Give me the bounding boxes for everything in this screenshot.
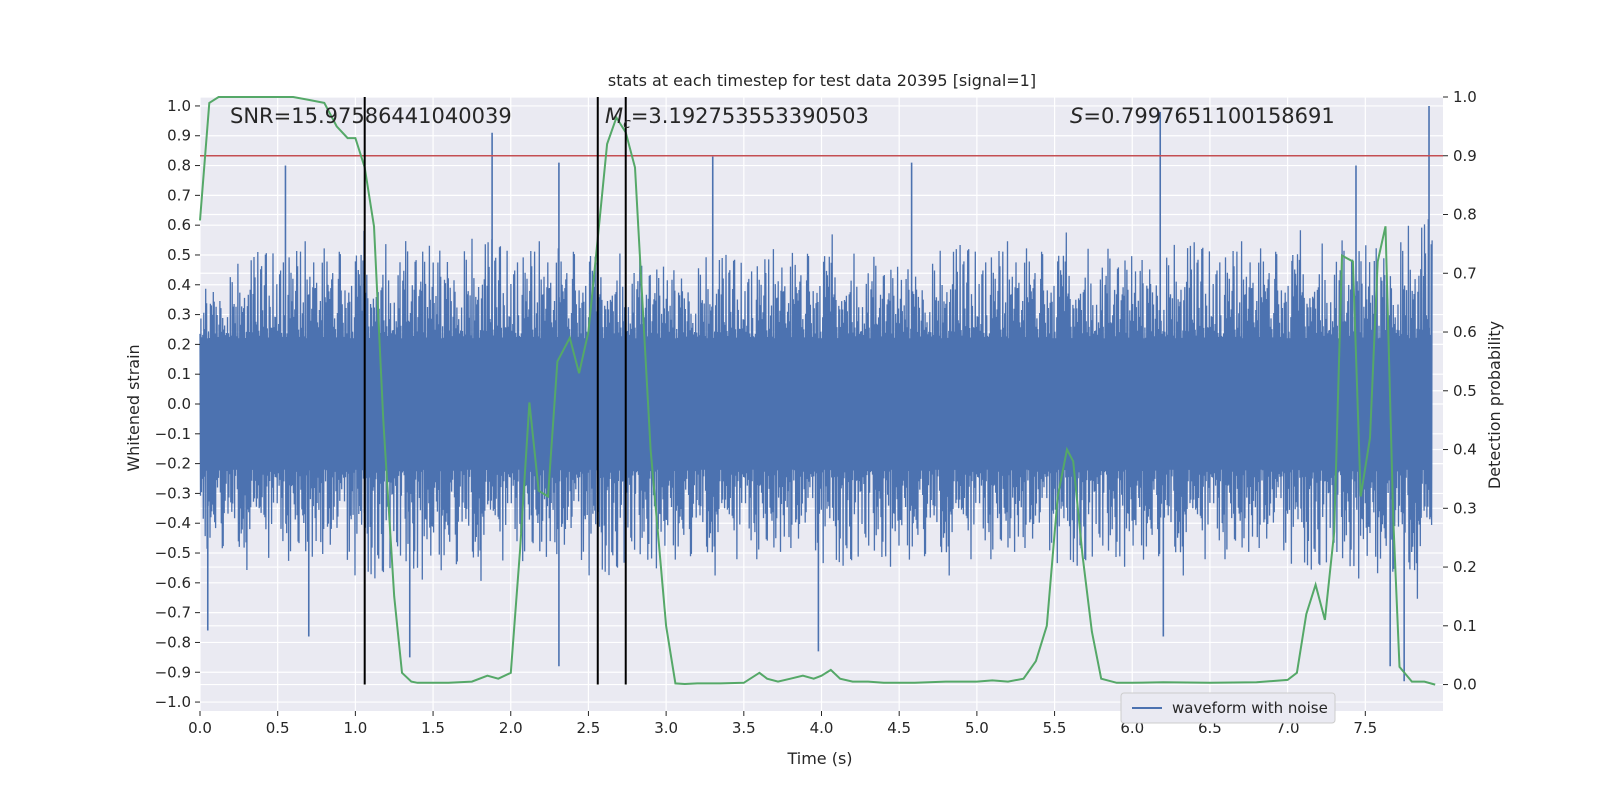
x-tick-label: 1.5 bbox=[421, 719, 445, 737]
legend-box bbox=[1120, 692, 1336, 724]
s-value: =0.7997651100158691 bbox=[1083, 104, 1334, 128]
y-left-tick-label: −1.0 bbox=[155, 693, 191, 711]
waveform-core-band bbox=[200, 338, 1433, 470]
left-axis-label: Whitened strain bbox=[124, 344, 143, 471]
x-tick-label: 3.0 bbox=[654, 719, 678, 737]
y-right-tick-label: 0.6 bbox=[1453, 323, 1477, 341]
y-left-tick-label: 0.7 bbox=[167, 186, 191, 204]
y-right-tick-label: 1.0 bbox=[1453, 88, 1477, 106]
snr-annotation: SNR=15.97586441040039 bbox=[230, 104, 512, 128]
y-left-tick-label: 0.1 bbox=[167, 365, 191, 383]
x-tick-label: 5.0 bbox=[965, 719, 989, 737]
right-axis-label: Detection probability bbox=[1485, 321, 1504, 489]
y-left-tick-label: 0.5 bbox=[167, 246, 191, 264]
s-symbol: S bbox=[1070, 104, 1083, 128]
x-tick-label: 4.5 bbox=[887, 719, 911, 737]
y-left-tick-label: 0.6 bbox=[167, 216, 191, 234]
chirp-mass-symbol: M bbox=[605, 104, 623, 128]
x-tick-label: 3.5 bbox=[732, 719, 756, 737]
y-left-tick-label: 0.4 bbox=[167, 276, 191, 294]
waveform-series bbox=[199, 105, 1433, 682]
x-tick-label: 2.5 bbox=[577, 719, 601, 737]
y-right-tick-label: 0.0 bbox=[1453, 676, 1477, 694]
y-left-tick-label: 0.3 bbox=[167, 306, 191, 324]
y-left-tick-label: −0.2 bbox=[155, 455, 191, 473]
y-left-tick-label: −0.7 bbox=[155, 604, 191, 622]
y-left-tick-label: −0.9 bbox=[155, 663, 191, 681]
y-right-tick-label: 0.3 bbox=[1453, 499, 1477, 517]
chirp-mass-subscript: c bbox=[623, 116, 631, 132]
y-left-tick-label: 0.8 bbox=[167, 157, 191, 175]
left-axis-ticks: 1.0 0.9 0.8 0.7 0.6 0.5 0.4 0.3 0.2 0.1 0.0 −0.1 −0.… bbox=[155, 97, 200, 711]
x-axis-label: Time (s) bbox=[786, 749, 852, 768]
y-right-tick-label: 0.9 bbox=[1453, 147, 1477, 165]
y-right-tick-label: 0.2 bbox=[1453, 558, 1477, 576]
y-left-tick-label: 0.2 bbox=[167, 335, 191, 353]
x-tick-label: 0.0 bbox=[188, 719, 212, 737]
legend: waveform with noise bbox=[1120, 692, 1336, 724]
chirp-mass-value: =3.192753553390503 bbox=[631, 104, 869, 128]
y-right-tick-label: 0.8 bbox=[1453, 206, 1477, 224]
s-annotation: S=0.7997651100158691 bbox=[1070, 104, 1335, 128]
x-tick-label: 0.5 bbox=[266, 719, 290, 737]
y-left-tick-label: −0.3 bbox=[155, 484, 191, 502]
chirp-mass-annotation: Mc=3.192753553390503 bbox=[605, 104, 869, 132]
x-tick-label: 2.0 bbox=[499, 719, 523, 737]
legend-label: waveform with noise bbox=[1172, 699, 1328, 717]
y-left-tick-label: −0.6 bbox=[155, 574, 191, 592]
y-right-tick-label: 0.7 bbox=[1453, 264, 1477, 282]
right-axis-ticks: 1.0 0.9 0.8 0.7 0.6 0.5 0.4 0.3 0.2 0.1 0.0 bbox=[1443, 88, 1477, 694]
y-left-tick-label: −0.4 bbox=[155, 514, 191, 532]
x-tick-label: 4.0 bbox=[810, 719, 834, 737]
y-left-tick-label: 0.9 bbox=[167, 127, 191, 145]
y-right-tick-label: 0.5 bbox=[1453, 382, 1477, 400]
x-tick-label: 1.0 bbox=[343, 719, 367, 737]
x-tick-label: 7.5 bbox=[1353, 719, 1377, 737]
y-left-tick-label: −0.8 bbox=[155, 633, 191, 651]
chart-title: stats at each timestep for test data 203… bbox=[608, 71, 1036, 90]
y-left-tick-label: −0.5 bbox=[155, 544, 191, 562]
y-left-tick-label: 1.0 bbox=[167, 97, 191, 115]
y-left-tick-label: 0.0 bbox=[167, 395, 191, 413]
y-right-tick-label: 0.4 bbox=[1453, 441, 1477, 459]
marker-lines bbox=[363, 97, 627, 685]
y-right-tick-label: 0.1 bbox=[1453, 617, 1477, 635]
x-tick-label: 5.5 bbox=[1043, 719, 1067, 737]
y-left-tick-label: −0.1 bbox=[155, 425, 191, 443]
probability-series-line bbox=[199, 96, 1436, 686]
